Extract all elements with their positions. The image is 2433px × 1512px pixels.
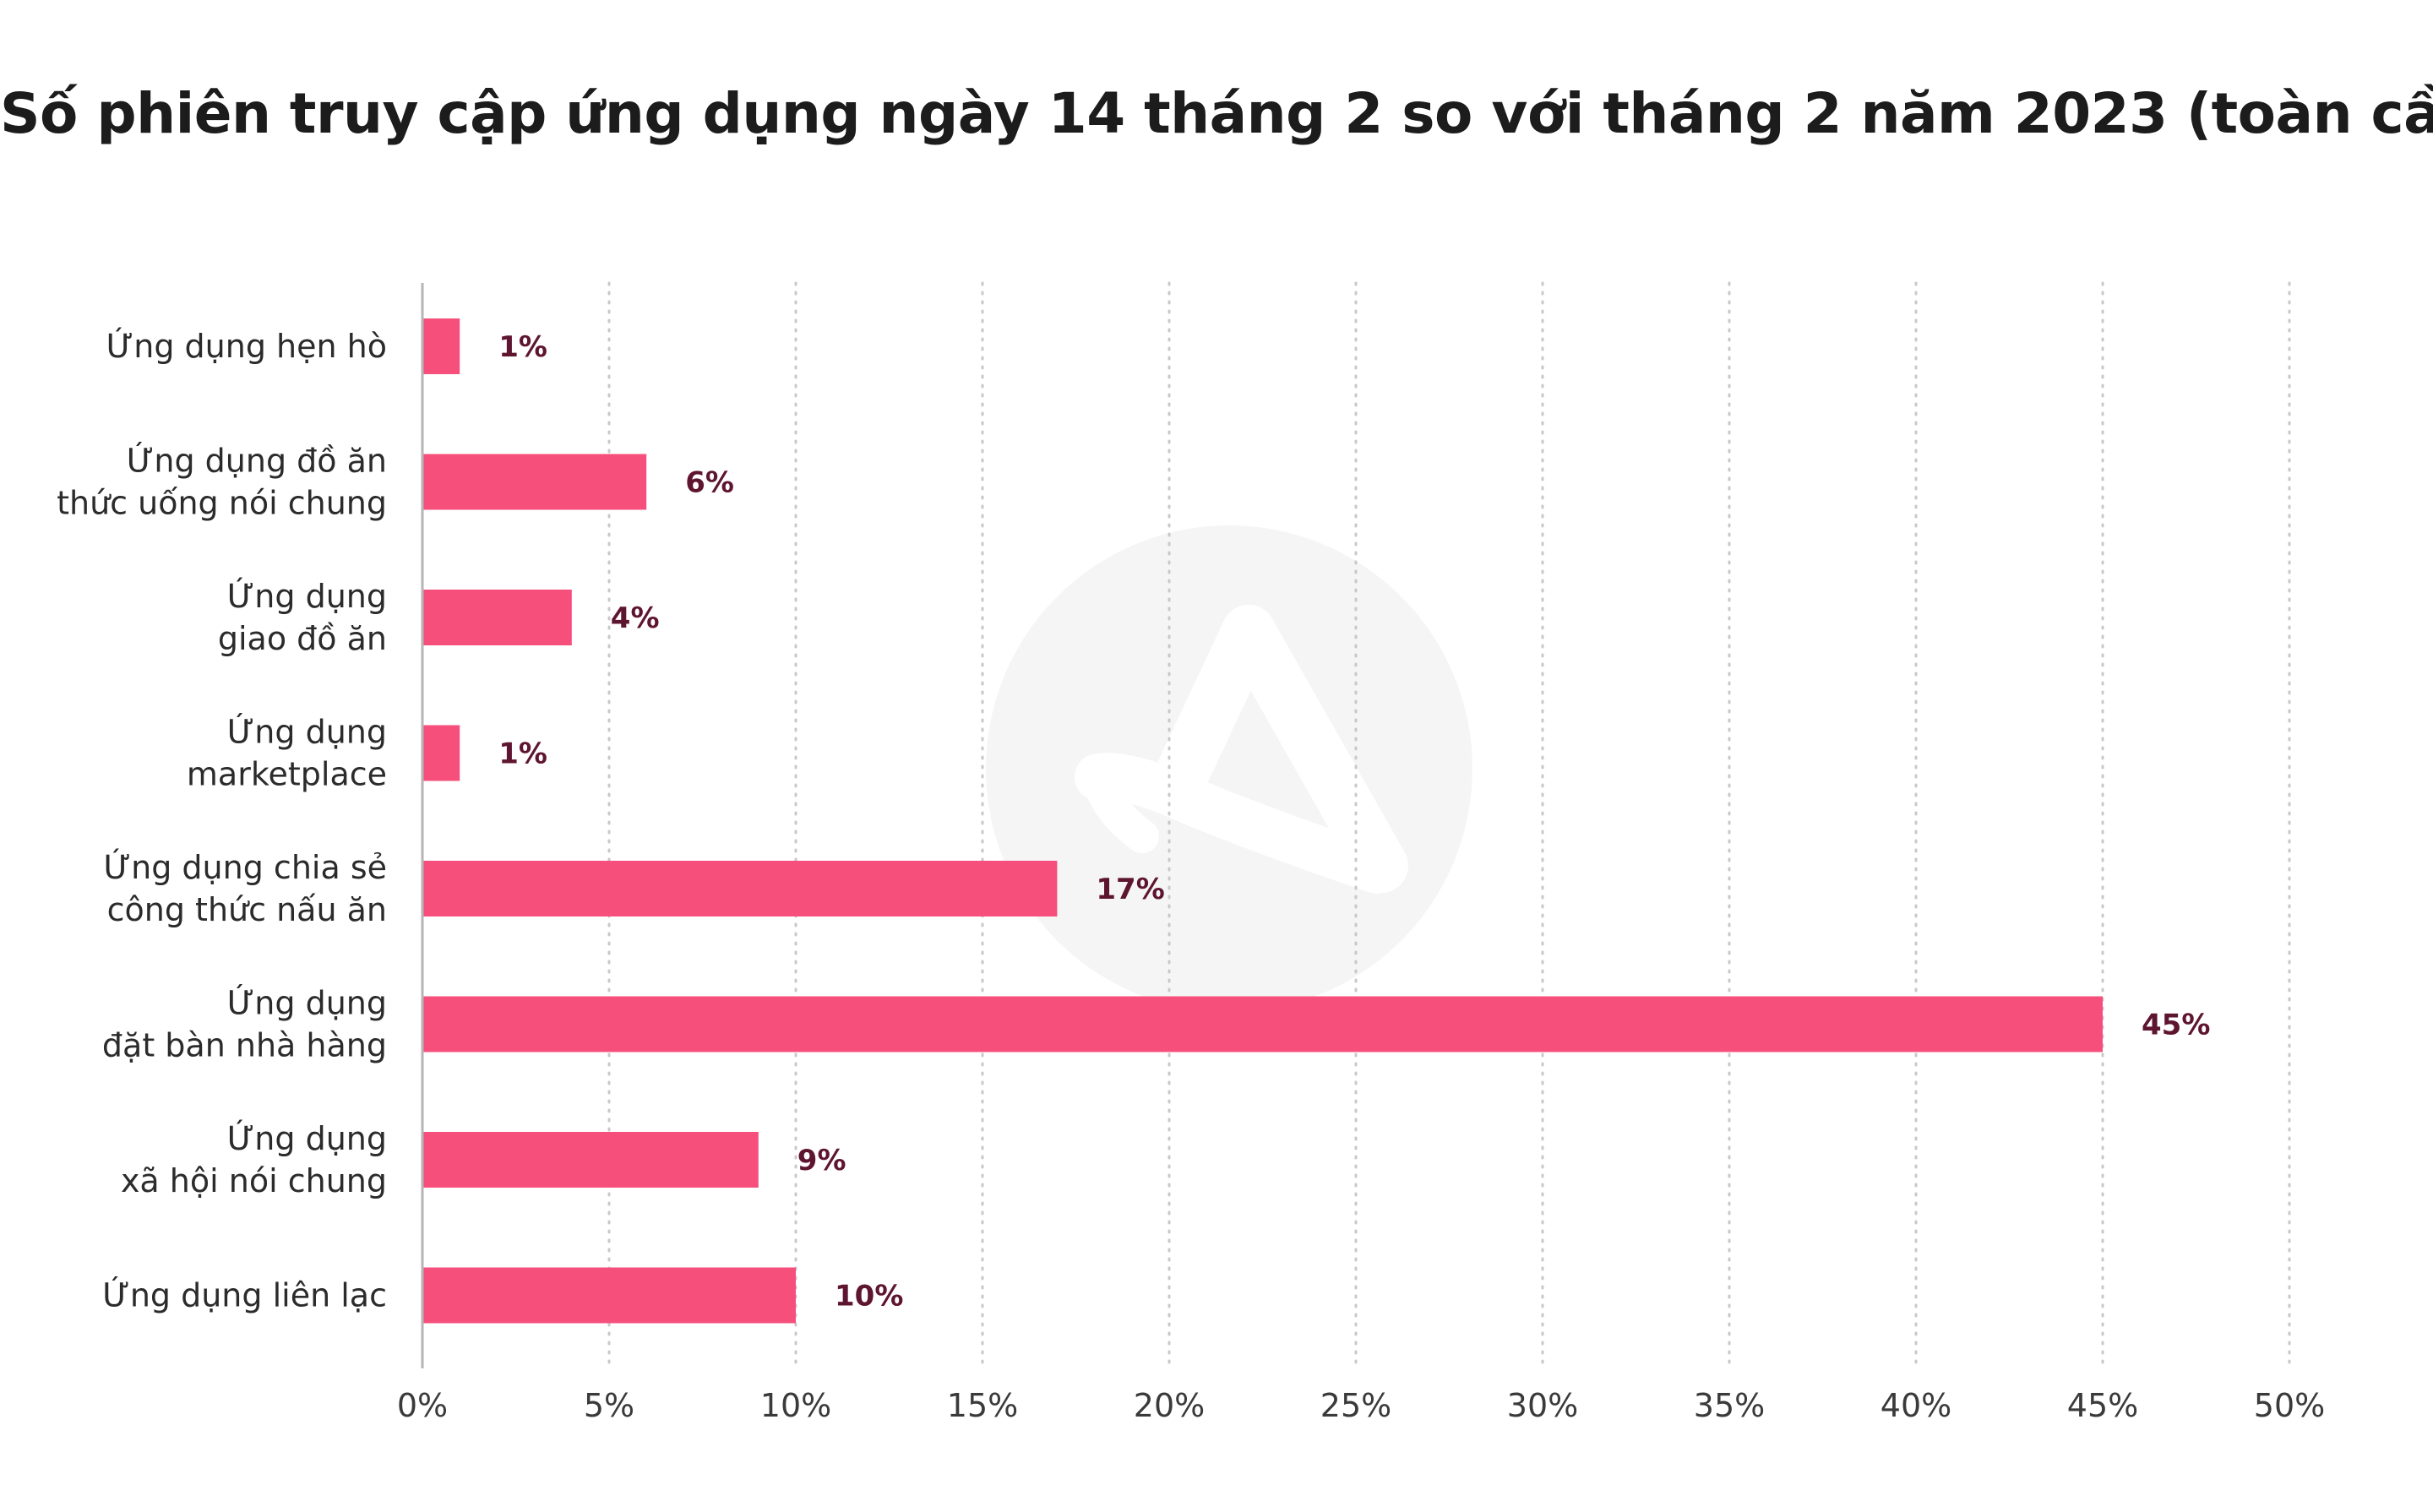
watermark-logo [986, 525, 1472, 1012]
category-label: Ứng dụng hẹn hò [106, 328, 387, 365]
bar [422, 861, 1058, 916]
bar [422, 996, 2103, 1052]
gridlines [607, 281, 2291, 1366]
value-label: 17% [1096, 873, 1164, 906]
value-label: 45% [2142, 1009, 2210, 1042]
x-axis-ticks: 0% 5% 10% 15% 20% 25% 30% 35% 40% 45% 50% [397, 1387, 2325, 1424]
x-tick-label: 15% [947, 1387, 1018, 1424]
x-tick-label: 30% [1507, 1387, 1578, 1424]
category-label: Ứng dụng marketplace [187, 714, 387, 793]
category-label: Ứng dụng đặt bàn nhà hàng [102, 985, 387, 1064]
bar [422, 590, 572, 645]
category-label: Ứng dụng liên lạc [102, 1277, 387, 1314]
x-tick-label: 50% [2254, 1387, 2325, 1424]
category-labels: Ứng dụng hẹn hò Ứng dụng đồ ăn thức uống n… [57, 328, 387, 1314]
x-tick-label: 10% [760, 1387, 831, 1424]
x-tick-label: 40% [1881, 1387, 1951, 1424]
x-tick-label: 35% [1694, 1387, 1765, 1424]
bar [422, 725, 460, 781]
bar [422, 454, 647, 510]
value-label: 1% [498, 737, 547, 771]
bar [422, 1267, 796, 1324]
value-label: 9% [797, 1144, 846, 1178]
value-labels: 1% 6% 4% 1% 17% 45% 9% 10% [498, 330, 2210, 1313]
x-tick-label: 20% [1134, 1387, 1205, 1424]
value-label: 4% [611, 601, 660, 635]
x-tick-label: 0% [397, 1387, 448, 1424]
category-label: Ứng dụng giao đồ ăn [218, 578, 387, 657]
category-label: Ứng dụng đồ ăn thức uống nói chung [57, 443, 387, 522]
value-label: 1% [498, 330, 547, 364]
x-tick-label: 25% [1320, 1387, 1391, 1424]
bar [422, 318, 460, 374]
category-label: Ứng dụng xã hội nói chung [121, 1120, 387, 1199]
x-tick-label: 45% [2067, 1387, 2138, 1424]
value-label: 6% [685, 466, 734, 500]
x-tick-label: 5% [584, 1387, 634, 1424]
bar [422, 1132, 759, 1188]
bars [422, 318, 2103, 1324]
category-label: Ứng dụng chia sẻ công thức nấu ăn [104, 849, 387, 928]
chart-title: Số phiên truy cập ứng dụng ngày 14 tháng… [0, 81, 2433, 146]
value-label: 10% [835, 1280, 903, 1313]
